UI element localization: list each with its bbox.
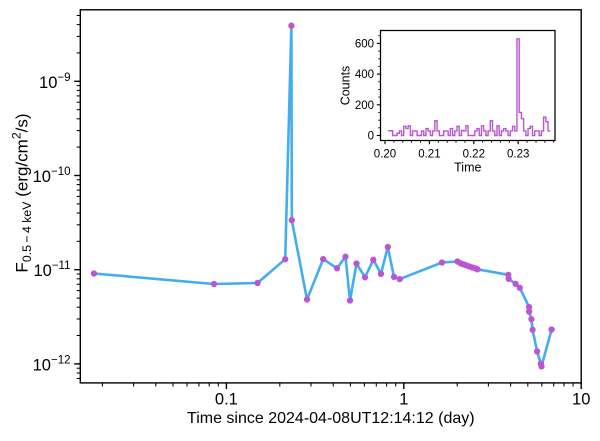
svg-text:0: 0 [368, 131, 374, 143]
svg-text:0.22: 0.22 [463, 149, 485, 161]
svg-text:400: 400 [355, 69, 374, 81]
svg-text:Counts: Counts [339, 66, 353, 106]
svg-text:F0.5 − 4 keV (erg/cm2/s): F0.5 − 4 keV (erg/cm2/s) [10, 113, 35, 272]
svg-text:1: 1 [399, 391, 408, 409]
svg-text:600: 600 [355, 39, 374, 51]
svg-text:Time: Time [454, 161, 481, 175]
svg-text:Time since 2024-04-08UT12:14:1: Time since 2024-04-08UT12:14:12 (day) [187, 410, 475, 427]
svg-text:200: 200 [355, 100, 374, 112]
svg-text:0.1: 0.1 [215, 391, 238, 409]
svg-text:0.21: 0.21 [418, 149, 440, 161]
svg-text:10: 10 [572, 391, 590, 409]
svg-text:0.20: 0.20 [374, 149, 396, 161]
svg-text:0.23: 0.23 [507, 149, 529, 161]
